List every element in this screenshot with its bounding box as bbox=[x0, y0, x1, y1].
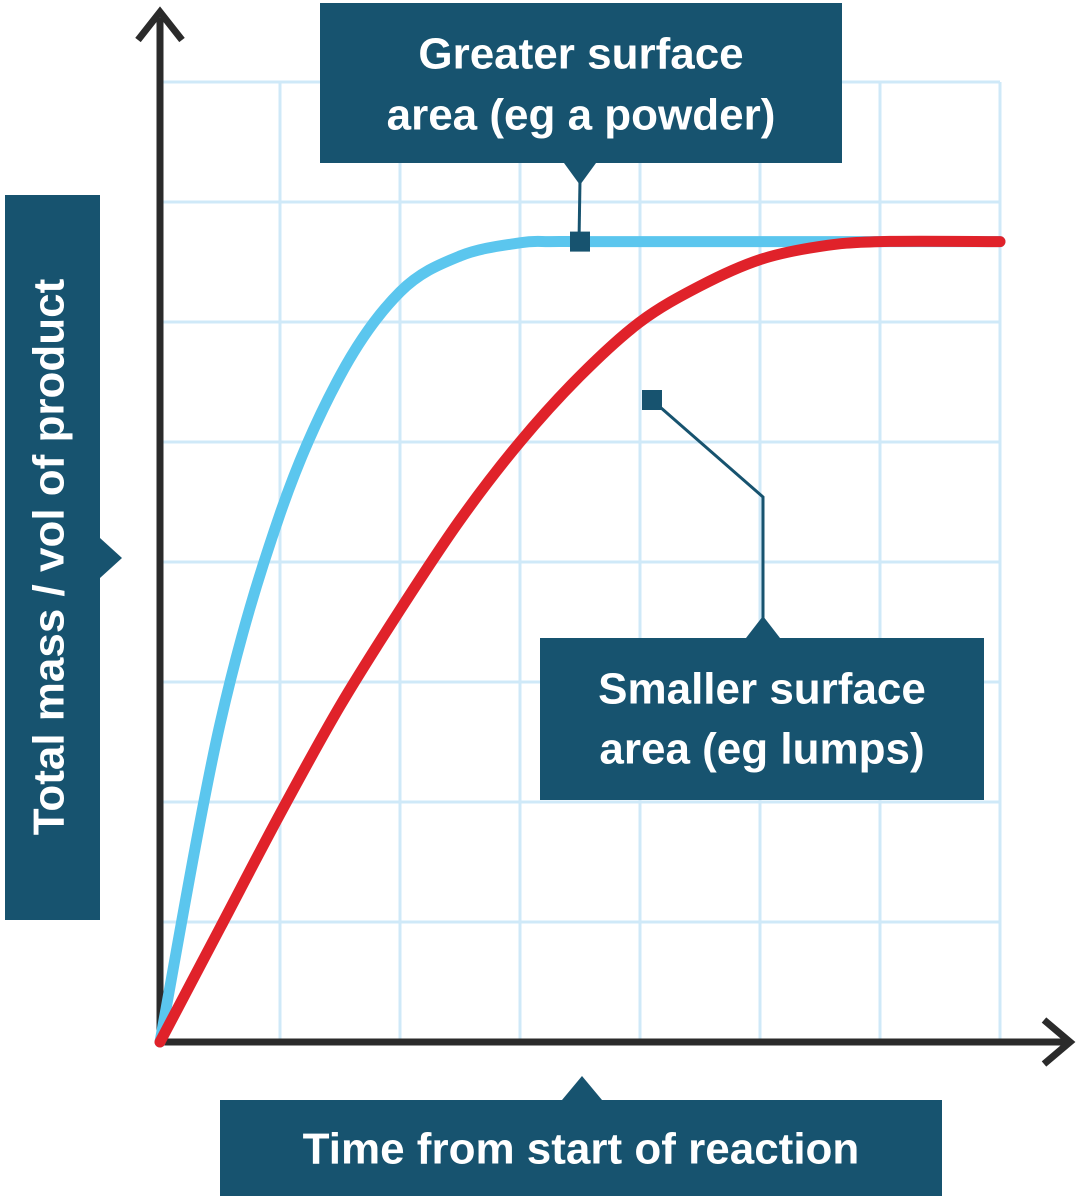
smaller-leader-line bbox=[651, 398, 765, 620]
x-axis-label-box: Time from start of reaction bbox=[220, 1076, 942, 1196]
greater-leader-line bbox=[577, 179, 582, 242]
smaller-surface-annotation: Smaller surface area (eg lumps) bbox=[540, 616, 984, 800]
y-axis-label: Total mass / vol of product bbox=[25, 278, 74, 835]
x-axis-label: Time from start of reaction bbox=[303, 1125, 860, 1174]
axes bbox=[135, 6, 1076, 1067]
greater-annotation-line-2: area (eg a powder) bbox=[387, 91, 776, 140]
smaller-annotation-line-1: Smaller surface bbox=[598, 665, 926, 714]
smaller-annotation-pointer bbox=[746, 616, 780, 638]
x-axis-label-pointer bbox=[562, 1076, 602, 1100]
smaller-point-marker bbox=[642, 390, 662, 410]
series-layer bbox=[154, 235, 1006, 1048]
greater-annotation-bg bbox=[320, 3, 842, 163]
y-axis-label-box: Total mass / vol of product bbox=[5, 195, 122, 920]
series-line-greater bbox=[154, 235, 1006, 1048]
smaller-annotation-line-2: area (eg lumps) bbox=[599, 725, 924, 774]
greater-annotation-pointer bbox=[564, 163, 596, 185]
greater-point-marker bbox=[570, 231, 590, 252]
x-axis-arrow bbox=[1041, 1017, 1076, 1067]
smaller-annotation-bg bbox=[540, 638, 984, 800]
y-axis-label-bg bbox=[5, 195, 100, 920]
callouts bbox=[570, 179, 765, 620]
x-axis-label-bg bbox=[220, 1100, 942, 1196]
greater-annotation-line-1: Greater surface bbox=[418, 30, 743, 79]
y-axis-arrow bbox=[135, 6, 185, 43]
series-line-smaller bbox=[154, 235, 1006, 1048]
y-axis-label-pointer bbox=[100, 538, 122, 578]
greater-surface-annotation: Greater surface area (eg a powder) bbox=[320, 3, 842, 185]
